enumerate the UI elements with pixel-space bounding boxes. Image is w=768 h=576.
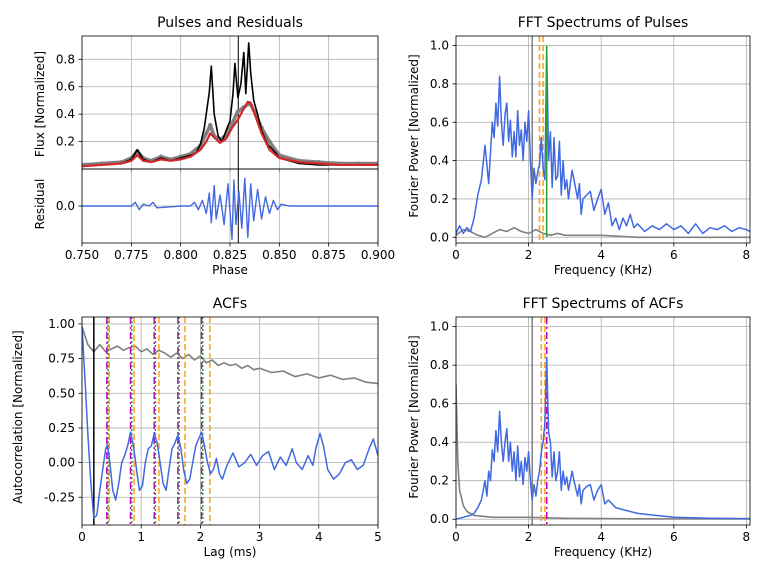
fft-pulses-frame (455, 35, 751, 244)
residual-xtick-label: 0.875 (311, 248, 345, 262)
acfs-title: ACFs (213, 296, 247, 312)
pulses-ytick-label: 0.2 (56, 135, 75, 149)
pulses-ytick-label: 0.6 (56, 80, 75, 94)
acfs-xtick-label: 0 (78, 530, 86, 544)
acfs-panel: ACFs 0 1 2 3 4 5 -0.25 0.00 0.25 0.50 0.75 1.00 Lag… (11, 296, 382, 559)
pulses-ylabel: Flux [Normalized] (33, 51, 47, 157)
acfs-series-pulse-acf (82, 326, 378, 519)
fft-acfs-ylabel: Fourier Power [Normalized] (407, 335, 421, 498)
pulses-panel: Pulses and Residuals 0.2 0.4 0.6 0.8 0.750 0… (33, 15, 395, 277)
fft-acfs-ytick-label: 0.0 (430, 512, 449, 526)
fft-acfs-ytick-label: 0.4 (430, 435, 449, 449)
fft-pulses-xlabel: Frequency (KHz) (554, 263, 652, 277)
fft-pulses-xtick-label: 4 (597, 248, 605, 262)
fft-pulses-ytick-label: 0.0 (430, 230, 449, 244)
fft-pulses-xtick-label: 0 (452, 248, 460, 262)
acfs-ytick-label: 1.00 (48, 317, 75, 331)
fft-pulses-ytick-label: 1.0 (430, 39, 449, 53)
residual-xtick-label: 0.775 (114, 248, 148, 262)
residual-series-residual (82, 177, 378, 240)
fft-pulses-ytick-label: 0.2 (430, 192, 449, 206)
acfs-ytick-label: 0.50 (48, 386, 75, 400)
acfs-xtick-label: 1 (137, 530, 145, 544)
acfs-xtick-label: 5 (374, 530, 382, 544)
residual-ylabel: Residual (33, 179, 47, 230)
fft-pulses-ytick-label: 0.8 (430, 77, 449, 91)
fft-acfs-ytick-label: 0.2 (430, 474, 449, 488)
fft-acfs-xlabel: Frequency (KHz) (554, 545, 652, 559)
acfs-series-residual-acf (82, 326, 378, 385)
pulses-data-point (267, 139, 272, 144)
fft-acfs-xtick-label: 8 (743, 530, 751, 544)
acfs-xtick-label: 3 (256, 530, 264, 544)
fft-pulses-series-pulse-spectrum (456, 46, 750, 235)
acfs-ytick-label: -0.25 (44, 490, 75, 504)
fft-acfs-title: FFT Spectrums of ACFs (523, 296, 684, 312)
fft-acfs-xtick-label: 4 (597, 530, 605, 544)
fft-pulses-ytick-label: 0.6 (430, 115, 449, 129)
fft-pulses-panel: FFT Spectrums of Pulses 0 2 4 6 8 0.0 0.2 0.4 0.… (407, 15, 751, 277)
residual-xtick-label: 0.900 (361, 248, 395, 262)
fft-acfs-xtick-label: 0 (452, 530, 460, 544)
acfs-frame (81, 316, 379, 526)
acfs-ylabel: Autocorrelation [Normalized] (11, 330, 25, 503)
acfs-ytick-label: 0.75 (48, 352, 75, 366)
pulses-xlabel: Phase (212, 263, 248, 277)
pulses-ytick-label: 0.8 (56, 52, 75, 66)
acfs-xtick-label: 4 (315, 530, 323, 544)
pulses-ytick-label: 0.4 (56, 107, 75, 121)
acfs-xlabel: Lag (ms) (204, 545, 257, 559)
residual-ytick-label: 0.0 (56, 199, 75, 213)
fft-acfs-ytick-label: 0.8 (430, 358, 449, 372)
pulses-data-point (204, 131, 209, 136)
acfs-ytick-label: 0.25 (48, 421, 75, 435)
pulses-data-point (208, 122, 213, 128)
fft-pulses-xtick-label: 8 (743, 248, 751, 262)
residual-xtick-label: 0.850 (262, 248, 296, 262)
acfs-xtick-label: 2 (197, 530, 205, 544)
fft-acfs-xtick-label: 6 (670, 530, 678, 544)
fft-pulses-ylabel: Fourier Power [Normalized] (407, 54, 421, 217)
fft-acfs-series-residual-acf-spectrum (456, 384, 750, 520)
fft-acfs-panel: FFT Spectrums of ACFs 0 2 4 6 8 0.0 0.2 0.4 0.6 0… (407, 296, 751, 559)
fft-pulses-title: FFT Spectrums of Pulses (518, 15, 689, 31)
fft-pulses-xtick-label: 2 (525, 248, 533, 262)
pulses-series-model (82, 100, 378, 168)
residual-xtick-label: 0.825 (213, 248, 247, 262)
fft-acfs-ytick-label: 1.0 (430, 320, 449, 334)
fft-pulses-xtick-label: 6 (670, 248, 678, 262)
fft-acfs-ytick-label: 0.6 (430, 397, 449, 411)
residual-xtick-label: 0.750 (65, 248, 99, 262)
pulses-data-point (235, 109, 241, 114)
residual-frame (81, 168, 379, 244)
fft-acfs-frame (455, 316, 751, 526)
fft-acfs-xtick-label: 2 (525, 530, 533, 544)
fft-acfs-series-acf-spectrum (456, 356, 750, 520)
fft-pulses-ytick-label: 0.4 (430, 154, 449, 168)
pulses-title: Pulses and Residuals (157, 15, 303, 31)
residual-xtick-label: 0.800 (163, 248, 197, 262)
acfs-ytick-label: 0.00 (48, 456, 75, 470)
